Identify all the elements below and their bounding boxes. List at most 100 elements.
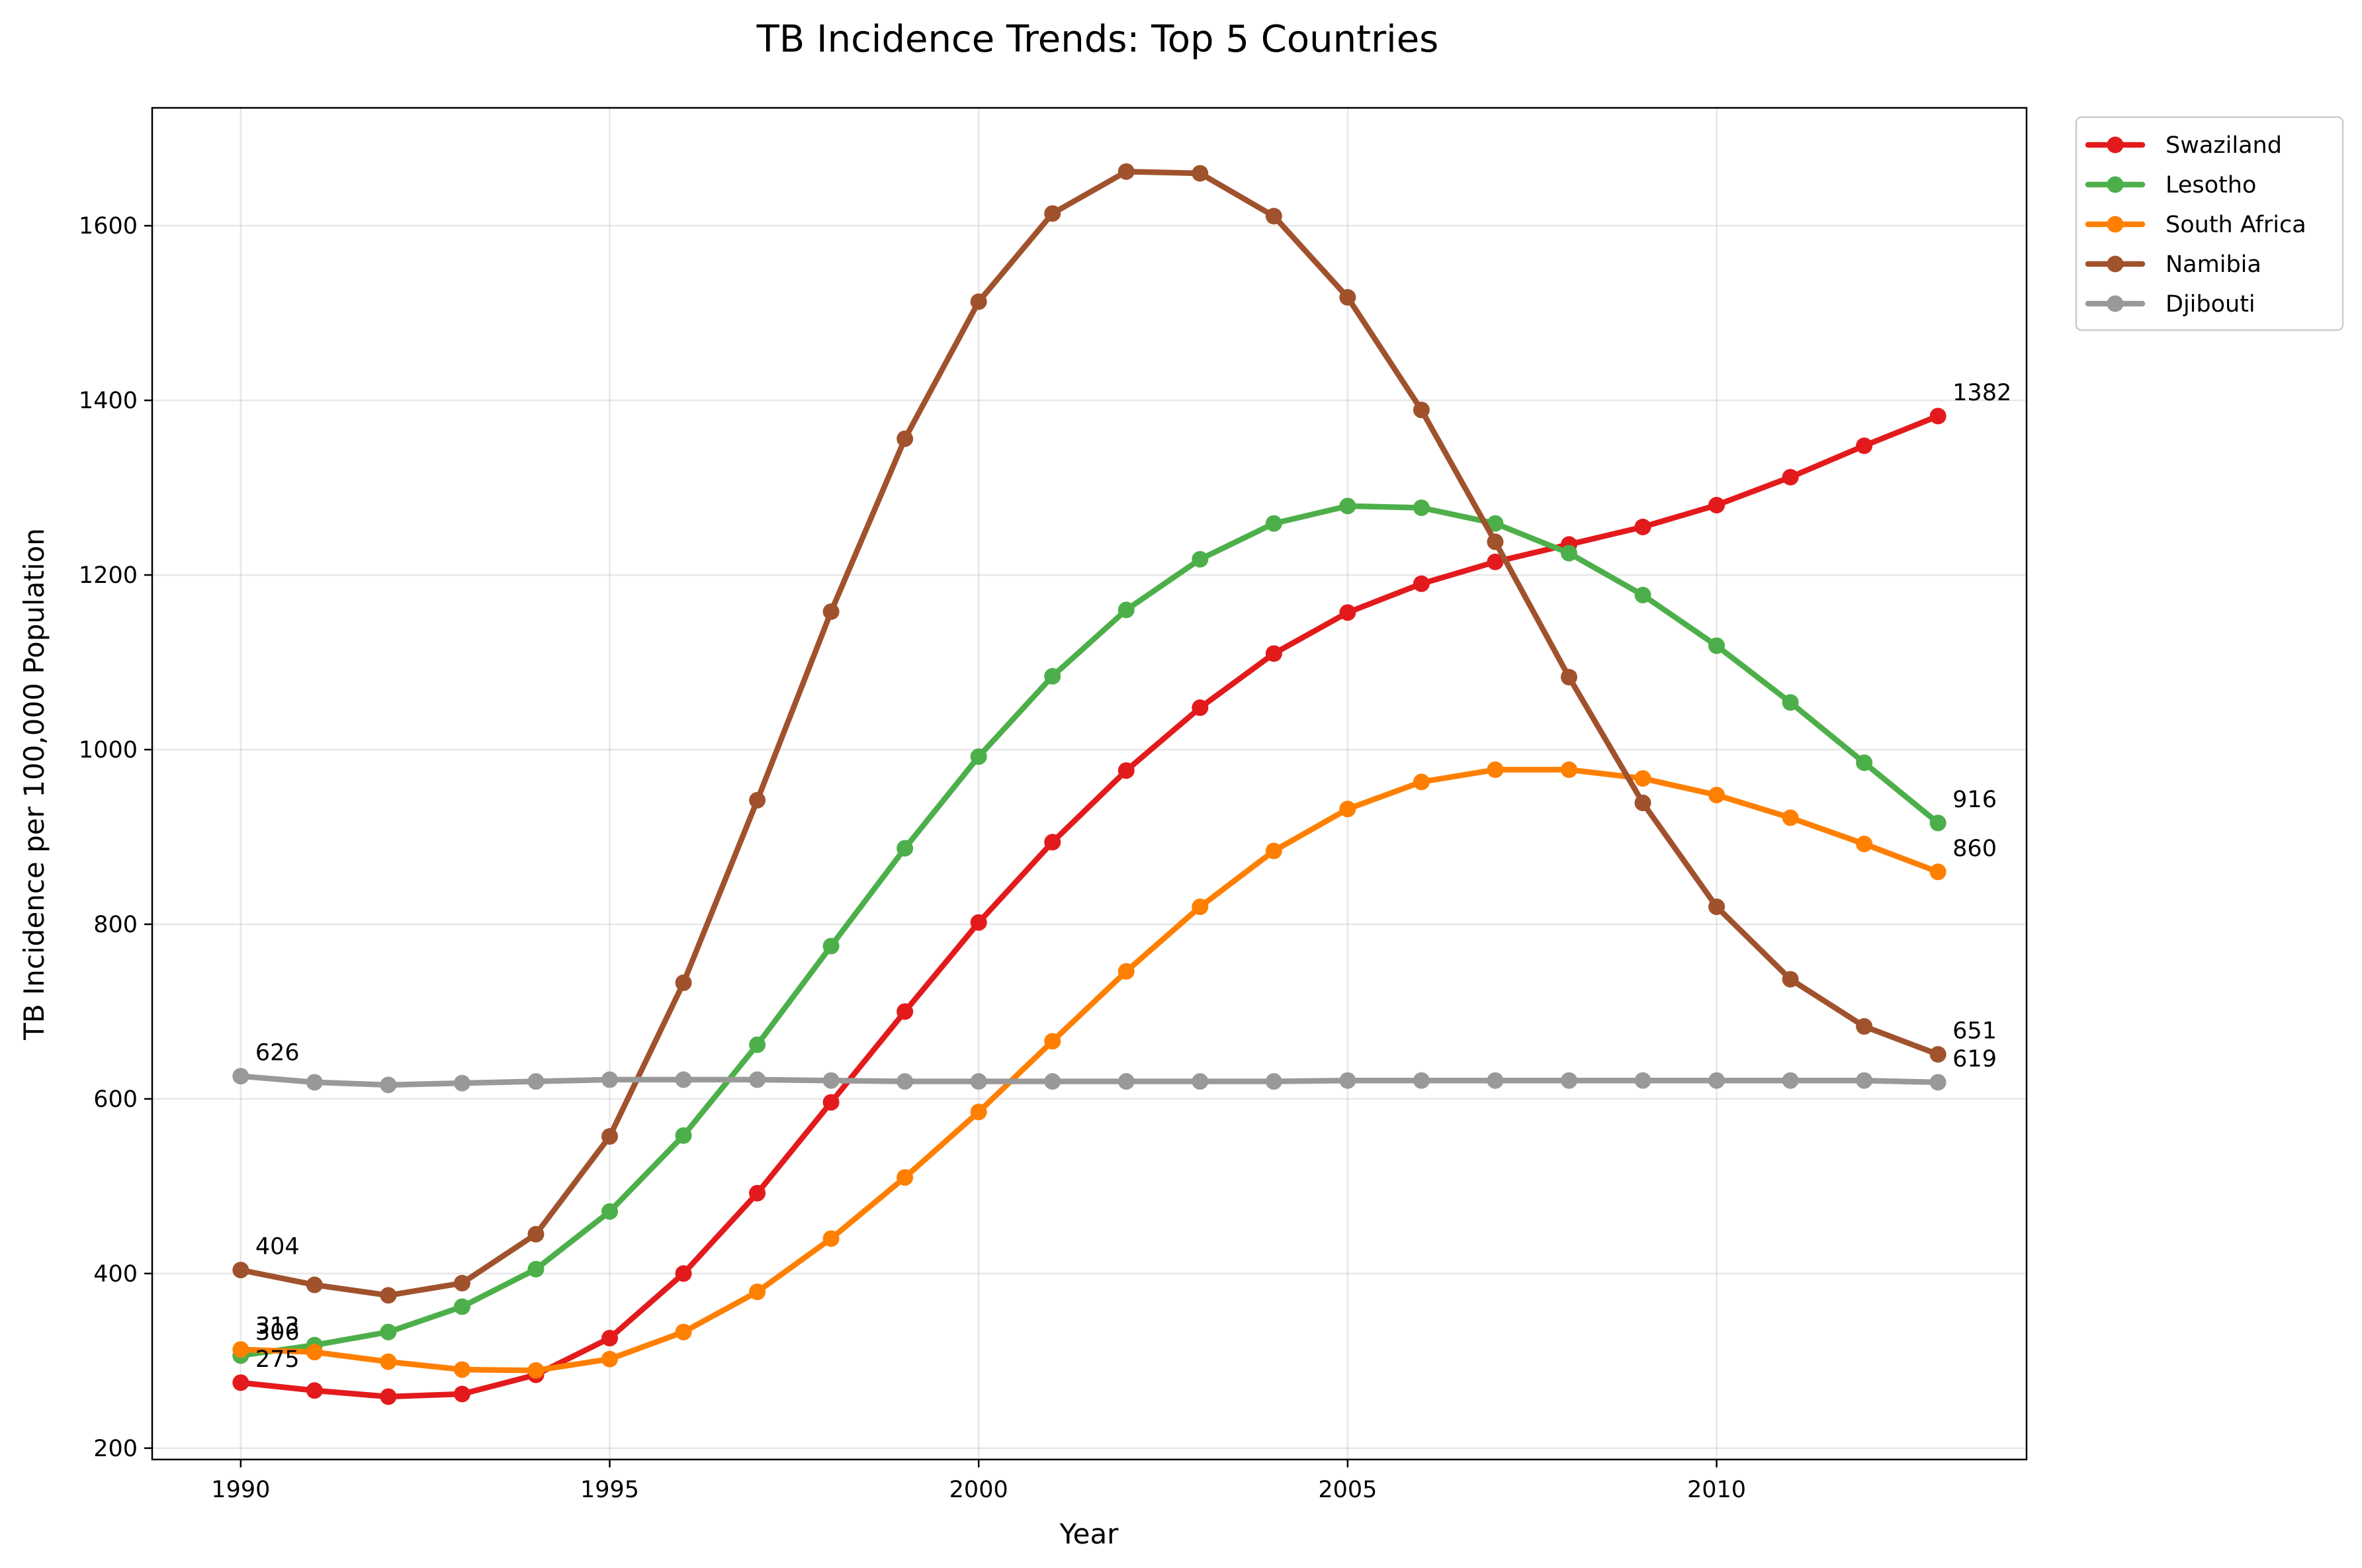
data-point [1044,205,1061,222]
data-point [1487,533,1504,550]
data-point [1634,770,1651,787]
data-point [1708,637,1726,654]
x-tick-label: 1990 [211,1477,270,1503]
series-line-namibia [238,169,1941,1299]
data-point [1413,773,1430,791]
data-point [1413,1072,1430,1089]
data-point [1856,754,1873,771]
data-point [1413,575,1430,592]
series-line-swaziland [238,413,1941,1400]
data-label: 404 [255,1234,300,1260]
data-point [1929,1046,1946,1063]
data-label: 860 [1952,836,1997,862]
data-point [822,937,840,955]
data-point [1708,898,1726,916]
data-label: 626 [255,1040,300,1067]
data-point [1782,809,1799,826]
data-point [306,1382,323,1399]
y-tick-label: 800 [93,912,138,938]
x-tick-label: 2000 [949,1477,1008,1503]
data-point [601,1350,619,1368]
data-point [970,293,987,310]
data-point [897,1169,914,1186]
series-swaziland [232,408,1946,1405]
data-point [1339,498,1356,515]
data-label: 1382 [1952,380,2011,406]
data-point [306,1276,323,1293]
data-point [1708,1072,1726,1089]
data-point [1192,898,1209,916]
legend-item-south-africa: South Africa [2085,212,2306,238]
y-tick-label: 200 [93,1436,138,1462]
data-point [749,1184,766,1201]
series-line-lesotho [238,503,1941,1359]
data-point [675,974,692,991]
data-point [380,1323,397,1340]
data-point [1339,604,1356,621]
data-point [1856,1018,1873,1035]
legend-item-lesotho: Lesotho [2085,172,2256,198]
annotation-layer: 275 1382 306 916 313 860 404 651 626 619 [255,380,2011,1373]
data-point [601,1330,619,1347]
legend-label: South Africa [2165,212,2306,238]
data-point [970,1073,987,1090]
data-point [232,1374,249,1391]
y-tick-label: 1200 [79,562,138,589]
data-label: 306 [255,1319,300,1346]
data-point [675,1071,692,1088]
data-point [1413,499,1430,516]
data-label: 651 [1952,1018,1997,1045]
legend-item-swaziland: Swaziland [2085,132,2282,159]
data-point [1117,163,1135,180]
legend-label: Djibouti [2165,291,2255,318]
data-point [1782,971,1799,988]
data-label: 275 [255,1346,300,1373]
data-point [1487,553,1504,570]
data-point [1487,515,1504,532]
data-point [1782,694,1799,711]
y-tick-label: 600 [93,1086,138,1113]
y-tick-label: 1400 [79,388,138,414]
y-axis-label: TB Incidence per 100,000 Population [18,528,50,1041]
data-point [306,1074,323,1091]
y-tick-label: 400 [93,1261,138,1287]
data-point [897,1003,914,1020]
legend-item-djibouti: Djibouti [2085,291,2255,318]
data-point [1929,1074,1946,1091]
data-point [675,1127,692,1144]
data-point [1265,515,1282,532]
data-point [1929,408,1946,425]
x-axis: 1990 1995 2000 2005 2010 [211,1459,1746,1503]
legend-label: Lesotho [2165,172,2256,198]
data-point [1265,842,1282,859]
data-point [1929,863,1946,881]
series-line-djibouti [238,1073,1941,1088]
data-point [1339,288,1356,306]
data-point [1192,550,1209,568]
data-point [1117,1073,1135,1090]
data-point [1856,1072,1873,1089]
legend-swatch-marker [2107,136,2124,153]
data-point [822,1094,840,1111]
x-axis-label: Year [1059,1518,1119,1550]
data-point [1265,645,1282,662]
data-point [1634,795,1651,812]
data-point [1487,761,1504,778]
data-point [453,1298,470,1315]
data-point [970,748,987,765]
data-point [380,1287,397,1304]
data-point [1708,496,1726,513]
data-point [1634,586,1651,603]
data-point [1192,1073,1209,1090]
data-point [1339,1072,1356,1089]
data-point [1044,834,1061,851]
data-point [232,1068,249,1085]
data-point [822,603,840,621]
data-point [453,1361,470,1378]
data-point [822,1072,840,1089]
legend-swatch-marker [2107,216,2124,233]
data-point [822,1230,840,1247]
legend-swatch-marker [2107,255,2124,273]
y-tick-label: 1600 [79,213,138,240]
